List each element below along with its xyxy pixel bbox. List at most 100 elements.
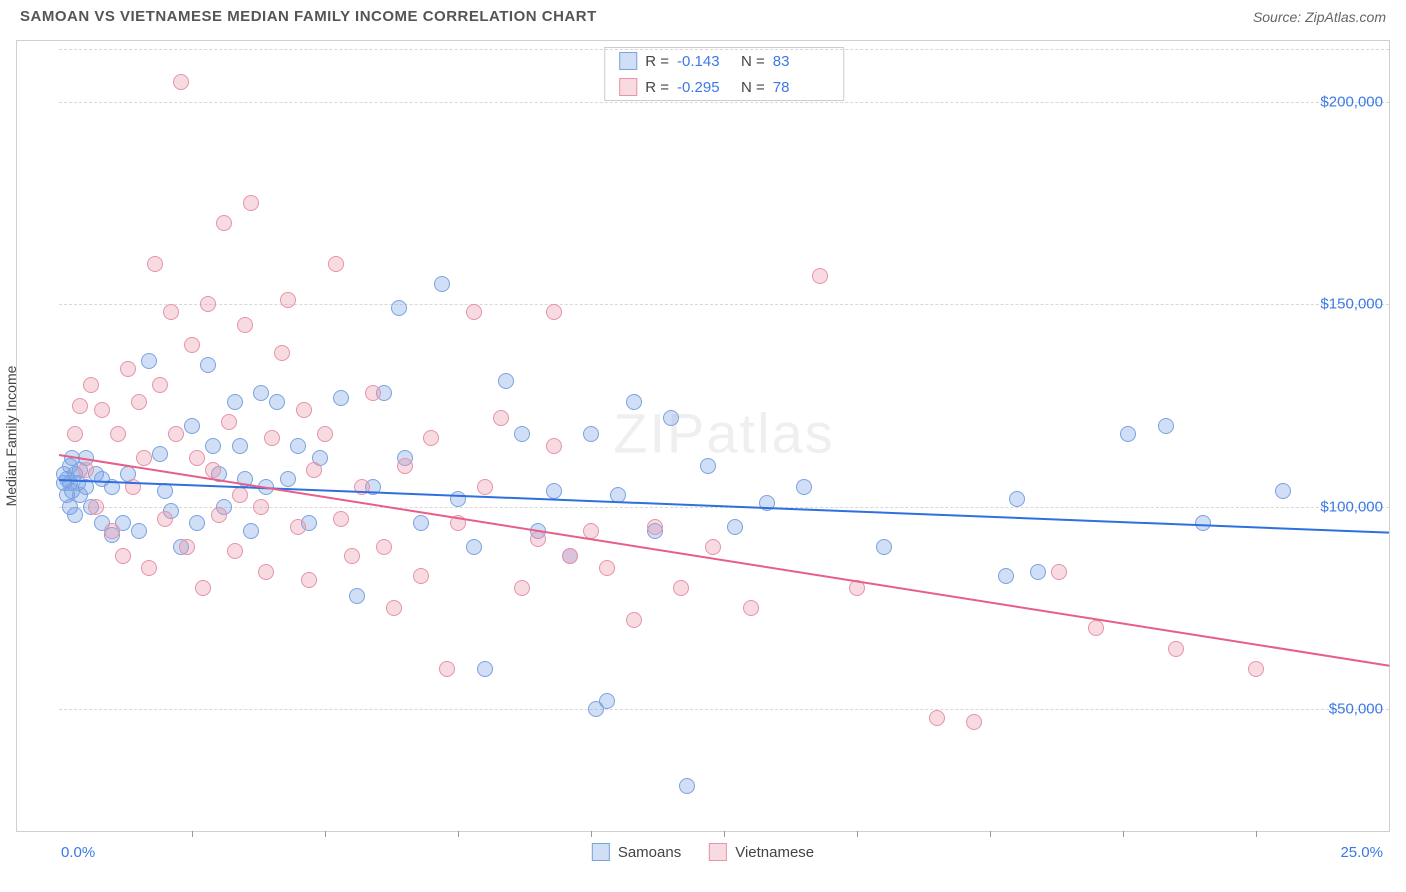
data-point xyxy=(599,560,615,576)
data-point xyxy=(78,462,94,478)
data-point xyxy=(290,519,306,535)
data-point xyxy=(365,385,381,401)
data-point xyxy=(147,256,163,272)
data-point xyxy=(94,515,110,531)
swatch-vietnamese xyxy=(709,843,727,861)
data-point xyxy=(205,462,221,478)
data-point xyxy=(998,568,1014,584)
data-point xyxy=(216,215,232,231)
data-point xyxy=(413,515,429,531)
data-point xyxy=(131,523,147,539)
x-tick xyxy=(325,831,326,837)
data-point xyxy=(232,487,248,503)
data-point xyxy=(328,256,344,272)
data-point xyxy=(274,345,290,361)
data-point xyxy=(280,471,296,487)
data-point xyxy=(152,446,168,462)
data-point xyxy=(301,515,317,531)
data-point xyxy=(705,539,721,555)
y-tick-label: $200,000 xyxy=(1320,93,1383,110)
data-point xyxy=(163,503,179,519)
legend-item-samoans: Samoans xyxy=(592,843,681,861)
data-point xyxy=(94,471,110,487)
data-point xyxy=(562,548,578,564)
data-point xyxy=(173,74,189,90)
data-point xyxy=(530,531,546,547)
data-point xyxy=(1120,426,1136,442)
data-point xyxy=(966,714,982,730)
data-point xyxy=(679,778,695,794)
data-point xyxy=(195,580,211,596)
data-point xyxy=(120,361,136,377)
data-point xyxy=(94,402,110,418)
data-point xyxy=(72,398,88,414)
legend-label: Samoans xyxy=(618,844,681,861)
data-point xyxy=(189,450,205,466)
gridline xyxy=(59,102,1389,103)
swatch-vietnamese xyxy=(619,78,637,96)
data-point xyxy=(157,511,173,527)
data-point xyxy=(200,357,216,373)
chart-title: SAMOAN VS VIETNAMESE MEDIAN FAMILY INCOM… xyxy=(20,8,597,25)
legend-row-vietnamese: R = -0.295 N = 78 xyxy=(605,74,843,100)
data-point xyxy=(269,394,285,410)
data-point xyxy=(1088,620,1104,636)
data-point xyxy=(376,385,392,401)
data-point xyxy=(1168,641,1184,657)
data-point xyxy=(493,410,509,426)
legend-label: Vietnamese xyxy=(735,844,814,861)
data-point xyxy=(104,527,120,543)
data-point xyxy=(477,661,493,677)
data-point xyxy=(237,317,253,333)
swatch-samoans xyxy=(592,843,610,861)
data-point xyxy=(812,268,828,284)
data-point xyxy=(1248,661,1264,677)
plot-area: ZIPatlas R = -0.143 N = 83 R = -0.295 N … xyxy=(59,41,1389,831)
data-point xyxy=(317,426,333,442)
data-point xyxy=(413,568,429,584)
data-point xyxy=(280,292,296,308)
data-point xyxy=(498,373,514,389)
data-point xyxy=(673,580,689,596)
data-point xyxy=(391,300,407,316)
swatch-samoans xyxy=(619,52,637,70)
data-point xyxy=(141,353,157,369)
data-point xyxy=(163,304,179,320)
data-point xyxy=(647,519,663,535)
source-label: Source: ZipAtlas.com xyxy=(1253,9,1386,25)
data-point xyxy=(168,426,184,442)
x-tick xyxy=(724,831,725,837)
data-point xyxy=(514,580,530,596)
data-point xyxy=(546,304,562,320)
data-point xyxy=(700,458,716,474)
x-axis-max-label: 25.0% xyxy=(1340,844,1383,861)
data-point xyxy=(397,458,413,474)
data-point xyxy=(83,377,99,393)
data-point xyxy=(434,276,450,292)
data-point xyxy=(243,195,259,211)
data-point xyxy=(626,394,642,410)
data-point xyxy=(386,600,402,616)
data-point xyxy=(562,548,578,564)
data-point xyxy=(312,450,328,466)
data-point xyxy=(349,588,365,604)
data-point xyxy=(929,710,945,726)
legend-n-label: N = xyxy=(741,53,765,70)
data-point xyxy=(301,572,317,588)
gridline xyxy=(59,304,1389,305)
data-point xyxy=(466,539,482,555)
x-axis-min-label: 0.0% xyxy=(61,844,95,861)
regression-line xyxy=(59,454,1389,667)
data-point xyxy=(173,539,189,555)
data-point xyxy=(599,693,615,709)
y-axis-label: Median Family Income xyxy=(3,366,19,507)
legend-r-label: R = xyxy=(645,79,669,96)
legend-r-value: -0.295 xyxy=(677,79,733,96)
data-point xyxy=(184,418,200,434)
data-point xyxy=(211,507,227,523)
data-point xyxy=(64,483,80,499)
data-point xyxy=(376,539,392,555)
data-point xyxy=(296,402,312,418)
data-point xyxy=(205,438,221,454)
data-point xyxy=(306,462,322,478)
